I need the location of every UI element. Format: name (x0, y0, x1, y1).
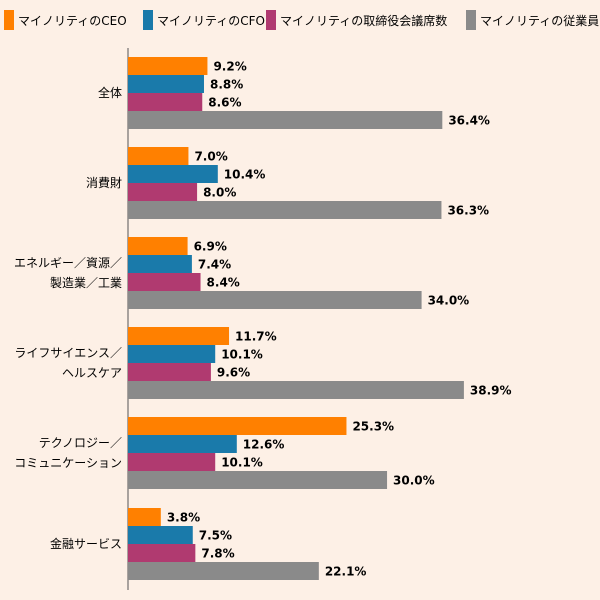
legend-label: マイノリティのCFO (157, 14, 265, 28)
bar (128, 273, 201, 291)
bar (128, 453, 216, 471)
category-label: ライフサイエンス／ (14, 346, 122, 360)
legend-label: マイノリティのCEO (18, 14, 127, 28)
plot-area: 全体 9.2% 8.8% 8.6% 36.4% 消費財 7.0% 10.4% 8.0% 36.3%… (14, 48, 512, 590)
category-label: エネルギー／資源／ (14, 256, 122, 270)
data-label: 6.9% (194, 240, 227, 254)
legend-swatch (266, 10, 276, 30)
data-label: 8.4% (207, 276, 240, 290)
category-group: テクノロジー／ コミュニケーション 25.3% 12.6% 10.1% 30.0% (14, 417, 435, 489)
legend-item: マイノリティの従業員 (466, 10, 599, 30)
category-group: エネルギー／資源／ 製造業／工業 6.9% 7.4% 8.4% 34.0% (14, 237, 469, 309)
data-label: 9.2% (213, 60, 246, 74)
data-label: 7.5% (199, 529, 232, 543)
bar (128, 165, 218, 183)
data-label: 3.8% (167, 511, 200, 525)
bar (128, 471, 388, 489)
data-label: 7.4% (198, 258, 231, 272)
data-label: 22.1% (325, 565, 367, 579)
bar (128, 435, 237, 453)
data-label: 10.1% (221, 348, 263, 362)
bar (128, 57, 208, 75)
data-label: 7.8% (201, 547, 234, 561)
data-label: 36.4% (448, 114, 490, 128)
category-group: ライフサイエンス／ ヘルスケア 11.7% 10.1% 9.6% 38.9% (14, 327, 512, 399)
legend: マイノリティのCEO マイノリティのCFO マイノリティの取締役会議席数 マイノリティ… (4, 10, 599, 30)
legend-swatch (4, 10, 14, 30)
data-label: 36.3% (447, 204, 489, 218)
legend-label: マイノリティの取締役会議席数 (280, 13, 447, 28)
legend-label: マイノリティの従業員 (480, 14, 599, 28)
category-label: コミュニケーション (14, 456, 122, 470)
data-label: 12.6% (243, 438, 285, 452)
bar (128, 381, 464, 399)
bar (128, 237, 188, 255)
data-label: 30.0% (393, 474, 435, 488)
category-label: ヘルスケア (62, 366, 122, 380)
legend-item: マイノリティのCFO (143, 10, 265, 30)
data-label: 25.3% (352, 420, 394, 434)
category-label: 製造業／工業 (50, 276, 122, 290)
category-group: 金融サービス 3.8% 7.5% 7.8% 22.1% (50, 508, 366, 580)
bar (128, 417, 347, 435)
category-group: 消費財 7.0% 10.4% 8.0% 36.3% (86, 147, 489, 219)
data-label: 9.6% (217, 366, 250, 380)
data-label: 34.0% (428, 294, 470, 308)
bar (128, 93, 203, 111)
bar (128, 508, 161, 526)
category-label: 全体 (98, 85, 122, 100)
bar (128, 75, 204, 93)
data-label: 8.0% (203, 186, 236, 200)
bar (128, 544, 196, 562)
data-label: 8.6% (208, 96, 241, 110)
bar (128, 183, 198, 201)
bar (128, 327, 230, 345)
bar (128, 345, 216, 363)
data-label: 10.4% (224, 168, 266, 182)
data-label: 11.7% (235, 330, 277, 344)
data-label: 10.1% (221, 456, 263, 470)
category-label: 消費財 (86, 175, 122, 190)
bar (128, 291, 422, 309)
bar (128, 363, 211, 381)
category-group: 全体 9.2% 8.8% 8.6% 36.4% (98, 57, 490, 129)
legend-item: マイノリティのCEO (4, 10, 127, 30)
data-label: 7.0% (194, 150, 227, 164)
bar (128, 255, 192, 273)
bar (128, 201, 442, 219)
bar (128, 562, 319, 580)
data-label: 38.9% (470, 384, 512, 398)
legend-swatch (466, 10, 476, 30)
bar (128, 526, 193, 544)
legend-swatch (143, 10, 153, 30)
category-label: 金融サービス (50, 536, 122, 551)
bar (128, 147, 189, 165)
bar (128, 111, 443, 129)
data-label: 8.8% (210, 78, 243, 92)
category-label: テクノロジー／ (39, 436, 122, 450)
legend-item: マイノリティの取締役会議席数 (266, 10, 447, 30)
